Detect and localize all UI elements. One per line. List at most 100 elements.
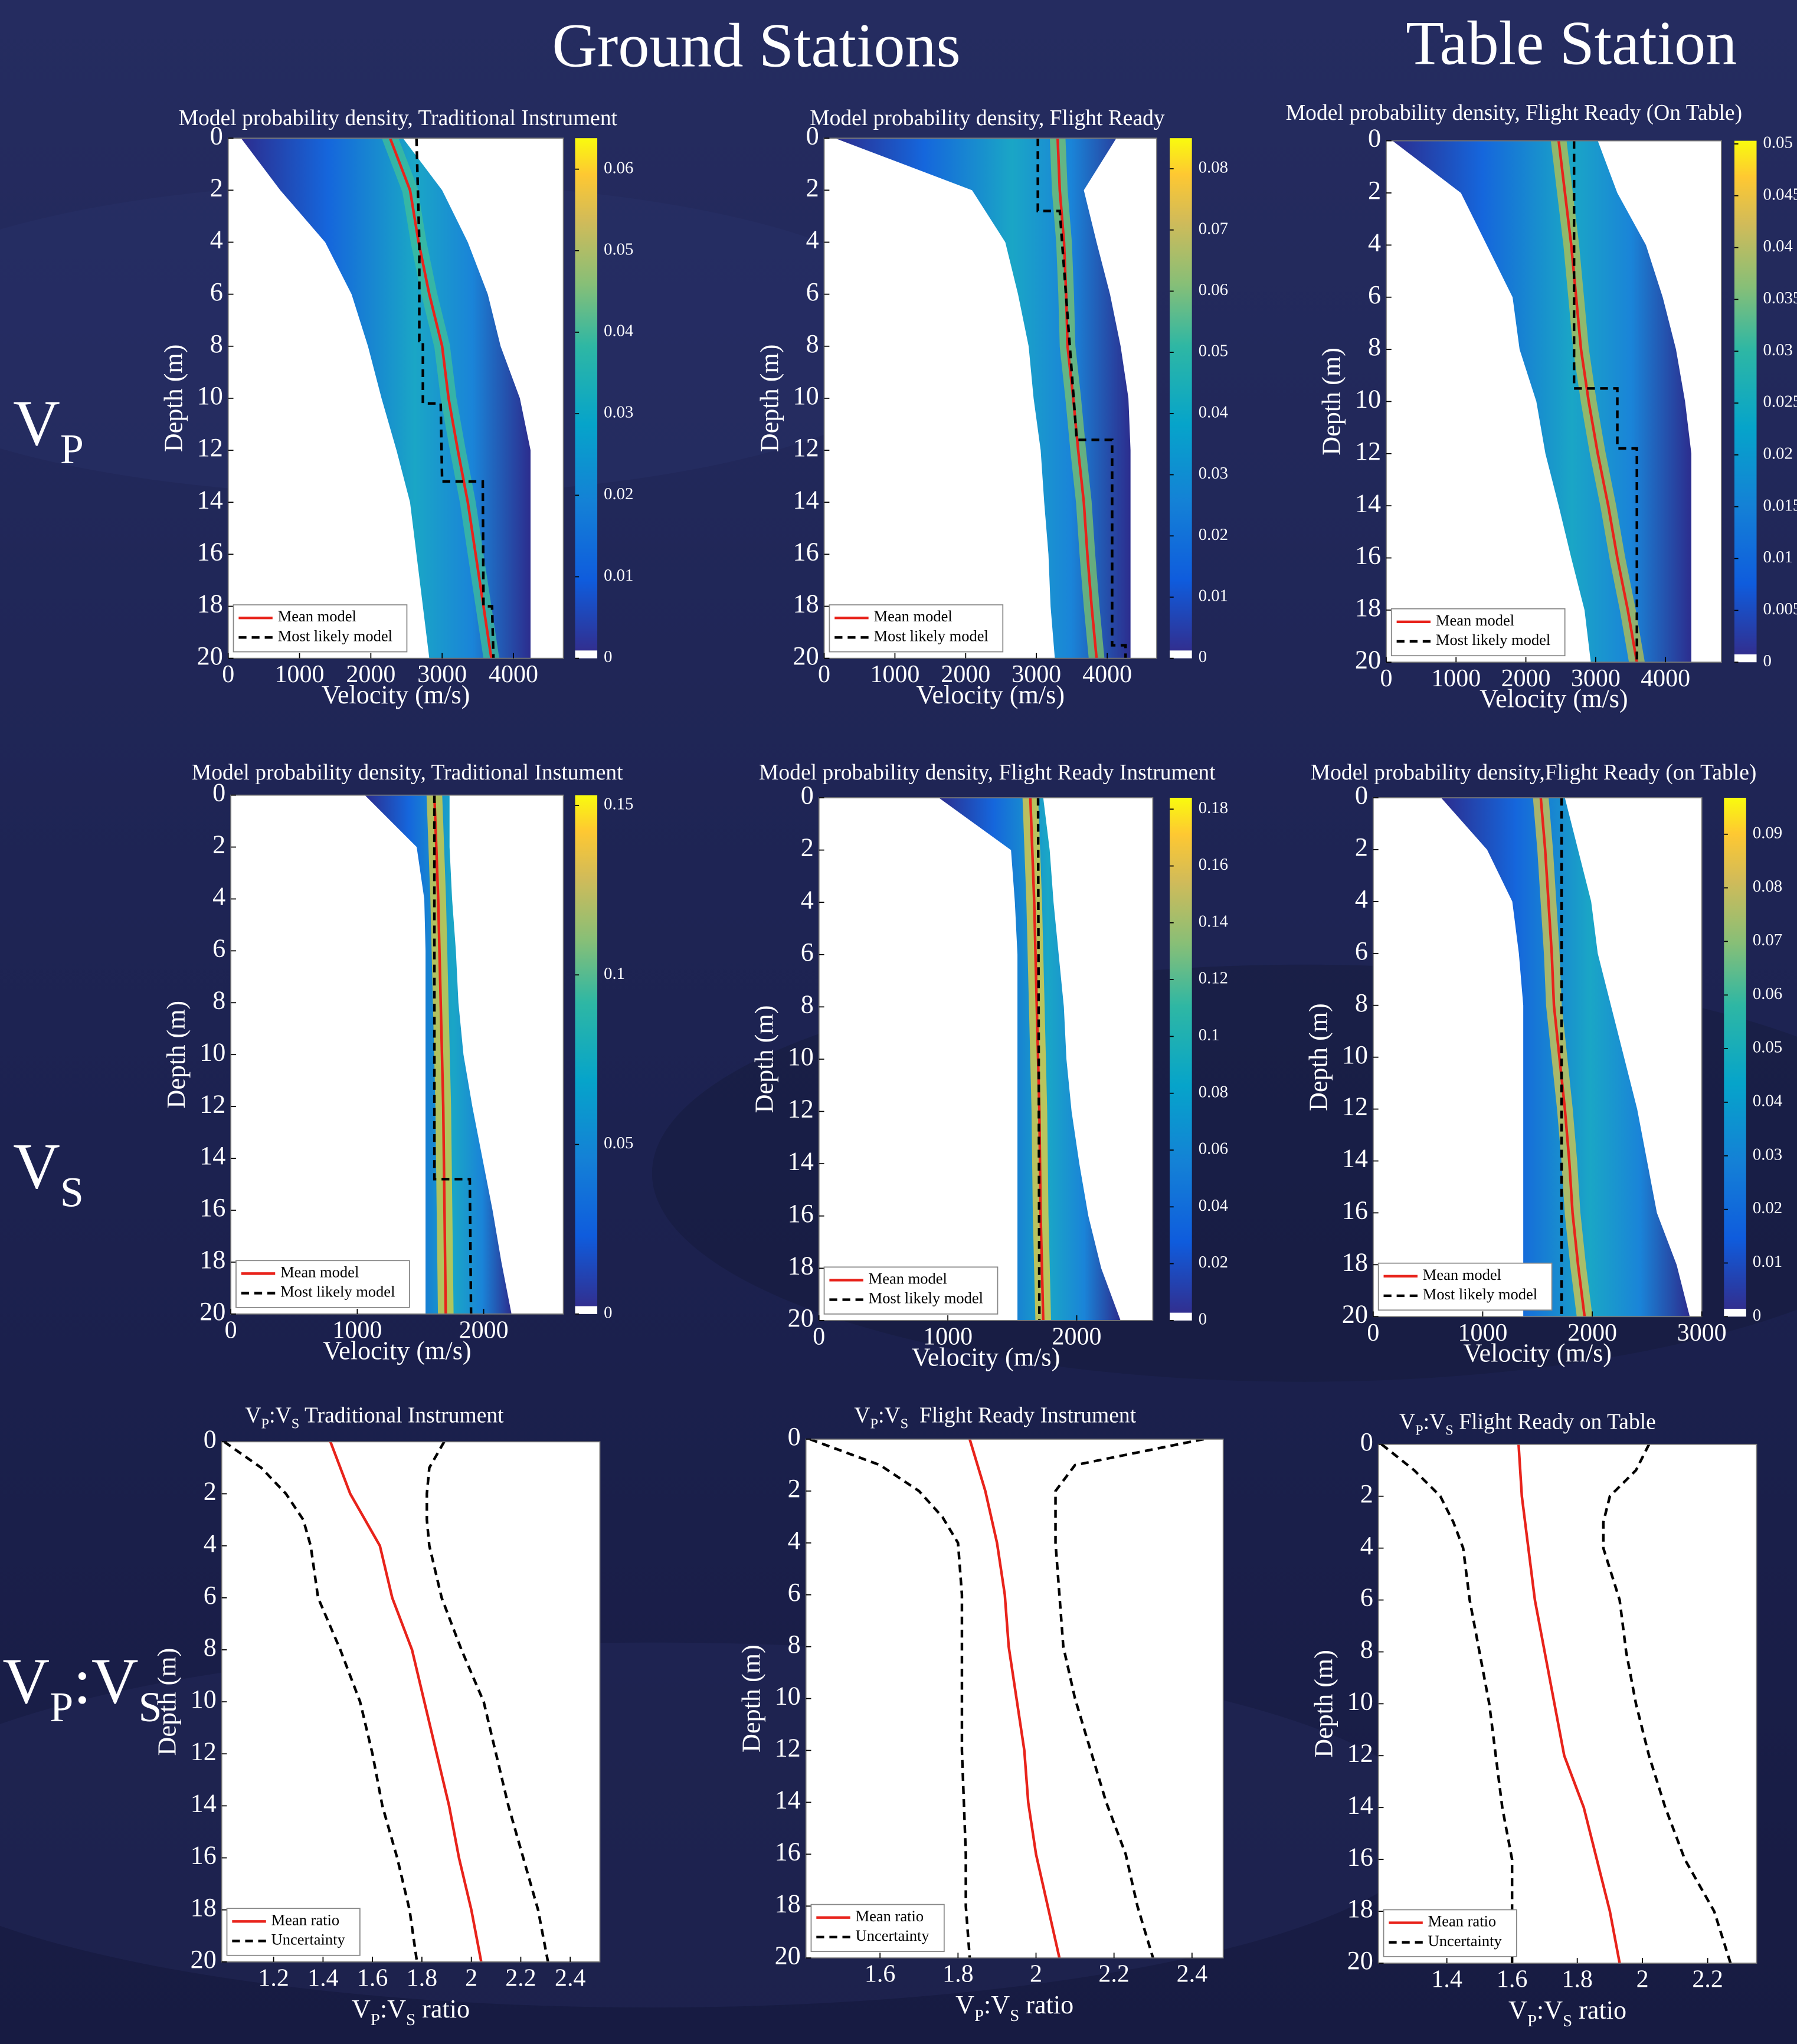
colorbar [1734,141,1757,663]
y-tick-label: 12 [191,1737,217,1765]
colorbar-tick-label: 0.07 [1753,931,1782,949]
x-tick-label: 2.4 [555,1964,585,1991]
legend-label: Uncertainty [856,1927,930,1944]
y-tick-label: 6 [801,938,814,967]
colorbar-tick-label: 0.05 [1763,133,1793,152]
y-tick-label: 20 [199,1297,225,1326]
legend-label: Mean model [1423,1266,1501,1283]
y-tick-label: 2 [210,173,223,202]
colorbar-tick-label: 0 [1753,1306,1761,1325]
subscript: P [1415,1423,1423,1439]
text-run: Flight Ready Instrument [908,1403,1136,1427]
colorbar-tick-label: 0.06 [1199,1139,1228,1158]
y-tick-label: 20 [788,1303,814,1332]
y-tick-label: 20 [197,641,223,670]
y-tick-label: 2 [204,1477,217,1506]
text-run: V [13,387,60,459]
page: Ground Stations Table Station VPVSVP:VS0… [0,0,1797,2044]
text-run: Traditional Instrument [299,1403,504,1427]
x-tick-label: 2.2 [1692,1966,1723,1993]
colorbar-tick-label: 0.02 [604,484,633,503]
x-tick-label: 1.6 [357,1964,388,1991]
colorbar-tick-label: 0.04 [1199,1196,1228,1215]
colorbar-tick-label: 0.15 [604,794,633,813]
legend-label: Most likely model [280,1283,395,1301]
header: Table Station [1406,8,1737,77]
y-axis-label: Depth (m) [1317,348,1346,456]
header: Ground Stations [552,11,960,80]
x-tick-label: 1.8 [1562,1966,1592,1993]
y-tick-label: 0 [1360,1427,1373,1456]
y-tick-label: 0 [801,781,814,810]
y-tick-label: 12 [793,433,819,462]
x-axis-label: Velocity (m/s) [912,1342,1060,1371]
y-tick-label: 4 [1368,228,1381,257]
y-tick-label: 8 [806,329,819,358]
colorbar-tick-label: 0.08 [1199,158,1228,177]
colorbar-tick-label: 0.02 [1763,444,1793,463]
y-tick-label: 16 [1355,541,1381,570]
y-tick-label: 2 [1368,176,1381,205]
y-tick-label: 6 [212,934,225,963]
y-tick-label: 8 [1355,988,1368,1017]
text-run: V [1399,1410,1415,1434]
x-tick-label: 2.4 [1177,1961,1207,1988]
x-tick-label: 0 [222,661,234,688]
colorbar-tick-label: 0.02 [1753,1198,1782,1217]
text-run: ratio [1019,1990,1073,2019]
series-line [1038,798,1039,1321]
colorbar-tick-label: 0 [1199,1309,1207,1328]
y-tick-label: 0 [1368,124,1381,153]
text-run: Flight Ready on Table [1454,1410,1656,1434]
colorbar-tick-label: 0.06 [1753,984,1782,1003]
y-tick-label: 2 [1355,833,1368,862]
legend-label: Mean model [869,1269,947,1287]
y-tick-label: 6 [1368,280,1381,309]
subscript: S [1563,2012,1572,2030]
colorbar-tick-label: 0.01 [1199,587,1228,605]
colorbar-tick-label: 0.045 [1763,185,1797,204]
x-tick-label: 1.6 [1497,1966,1527,1993]
subscript: S [1445,1423,1454,1439]
text-run: V [2,1645,50,1717]
y-tick-label: 0 [788,1422,801,1451]
colorbar-tick-label: 0.05 [604,240,633,258]
y-tick-label: 4 [1360,1531,1373,1560]
legend-label: Most likely model [869,1289,983,1307]
colorbar-tick-label: 0.08 [1199,1082,1228,1101]
colorbar-tick-label: 0.03 [1753,1145,1782,1164]
y-tick-label: 16 [1342,1196,1368,1225]
y-axis-label: Depth (m) [162,1001,191,1109]
colorbar [1170,138,1192,658]
colorbar [1170,798,1192,1321]
colorbar-tick-label: 0.01 [1763,548,1793,566]
x-tick-label: 3000 [1677,1319,1727,1347]
legend-label: Mean ratio [856,1907,924,1925]
subscript: S [1010,2006,1019,2025]
colorbar-tick-label: 0.03 [1763,340,1793,359]
y-axis-label: Depth (m) [1304,1003,1333,1111]
y-tick-label: 20 [1347,1946,1373,1975]
chart-title: Model probability density, Traditional I… [192,761,623,785]
y-tick-label: 10 [788,1042,814,1071]
y-tick-label: 6 [788,1578,801,1607]
x-tick-label: 0 [813,1323,825,1350]
text-run: V [352,1994,371,2023]
colorbar-tick-label: 0.07 [1199,219,1228,238]
y-tick-label: 16 [793,537,819,566]
colorbar-tick-label: 0.03 [1199,464,1228,483]
y-tick-label: 2 [212,830,225,859]
y-tick-label: 0 [1355,781,1368,810]
x-tick-label: 1000 [870,661,919,688]
chart-title: Model probability density, Flight Ready [810,106,1165,130]
y-tick-label: 2 [788,1474,801,1503]
y-tick-label: 16 [1347,1842,1373,1871]
x-axis-label: Velocity (m/s) [916,680,1065,709]
x-tick-label: 1.8 [942,1961,973,1988]
chart-title: Model probability density, Flight Ready … [1286,101,1742,125]
x-tick-label: 1.4 [1431,1966,1462,1993]
colorbar-tick-label: 0.01 [1753,1252,1782,1271]
colorbar-tick-label: 0.025 [1763,392,1797,411]
y-tick-label: 16 [197,537,223,566]
x-tick-label: 4000 [1641,665,1690,692]
